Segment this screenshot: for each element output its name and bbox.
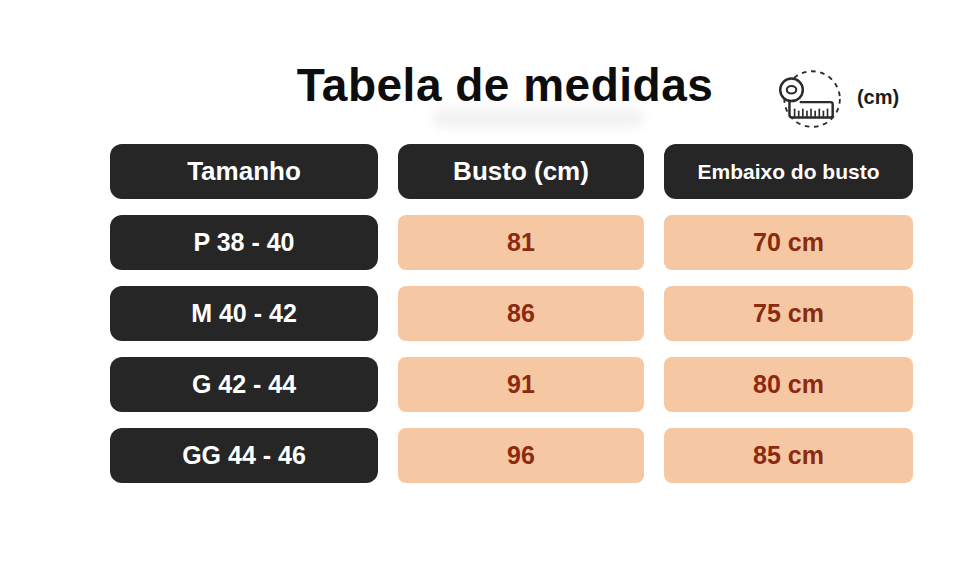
size-cell-gg: GG 44 - 46 bbox=[110, 428, 378, 483]
size-cell-g: G 42 - 44 bbox=[110, 357, 378, 412]
measuring-tape-icon bbox=[773, 62, 845, 134]
column-header-tamanho: Tamanho bbox=[110, 144, 378, 199]
embaixo-value-p: 70 cm bbox=[664, 215, 913, 270]
embaixo-value-m: 75 cm bbox=[664, 286, 913, 341]
page-title: Tabela de medidas bbox=[160, 58, 850, 112]
column-header-embaixo-do-busto: Embaixo do busto bbox=[664, 144, 913, 199]
busto-value-m: 86 bbox=[398, 286, 644, 341]
busto-value-g: 91 bbox=[398, 357, 644, 412]
size-table: Tamanho Busto (cm) Embaixo do busto P 38… bbox=[110, 144, 913, 483]
size-cell-p: P 38 - 40 bbox=[110, 215, 378, 270]
busto-value-p: 81 bbox=[398, 215, 644, 270]
size-cell-m: M 40 - 42 bbox=[110, 286, 378, 341]
busto-value-gg: 96 bbox=[398, 428, 644, 483]
column-header-busto: Busto (cm) bbox=[398, 144, 644, 199]
embaixo-value-g: 80 cm bbox=[664, 357, 913, 412]
unit-label: (cm) bbox=[848, 86, 908, 109]
embaixo-value-gg: 85 cm bbox=[664, 428, 913, 483]
